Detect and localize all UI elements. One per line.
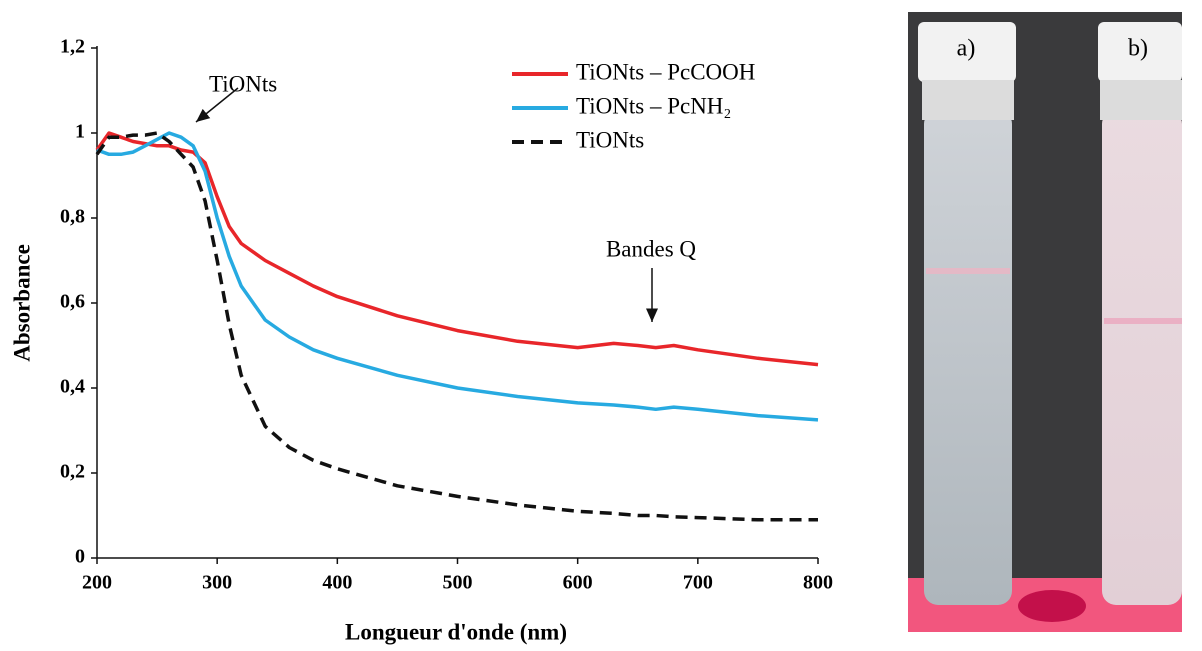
data-line (95, 131, 818, 522)
y-tick-label: 1 (75, 121, 85, 143)
cap-b (1098, 22, 1182, 82)
meniscus-a (926, 268, 1010, 274)
legend-label: TiONts (576, 127, 644, 152)
data-line (96, 131, 819, 422)
photo-label: b) (1128, 36, 1148, 62)
x-tick-label: 400 (322, 572, 352, 594)
photo: a) b) (908, 12, 1182, 632)
tube-a (924, 110, 1012, 605)
x-tick-label: 200 (82, 572, 112, 594)
x-tick-label: 300 (202, 572, 232, 594)
legend-label: TiONts – PcNH₂ (576, 93, 731, 118)
photo-label: a) (957, 36, 976, 62)
annotation: Bandes Q (606, 236, 696, 261)
rack-hole (1018, 590, 1086, 622)
y-tick-label: 0 (75, 546, 85, 568)
y-tick-label: 0,6 (60, 291, 85, 313)
y-axis-title: Absorbance (9, 244, 34, 362)
y-tick-label: 1,2 (60, 36, 85, 58)
legend-label: TiONts – PcCOOH (576, 59, 755, 84)
x-tick-label: 700 (683, 572, 713, 594)
meniscus-b (1104, 318, 1182, 324)
y-tick-label: 0,2 (60, 461, 85, 483)
data-line (95, 131, 819, 367)
x-tick-label: 600 (563, 572, 593, 594)
x-tick-label: 500 (443, 572, 473, 594)
annotation-arrow (195, 87, 239, 123)
cap-a (918, 22, 1016, 82)
y-tick-label: 0,4 (60, 376, 85, 398)
cap-b-ring (1100, 80, 1182, 120)
annotation: TiONts (209, 71, 277, 96)
cap-a-ring (922, 80, 1014, 120)
x-axis-title: Longueur d'onde (nm) (345, 619, 567, 644)
y-tick-label: 0,8 (60, 206, 85, 228)
tube-b (1102, 110, 1182, 605)
x-tick-label: 800 (803, 572, 833, 594)
